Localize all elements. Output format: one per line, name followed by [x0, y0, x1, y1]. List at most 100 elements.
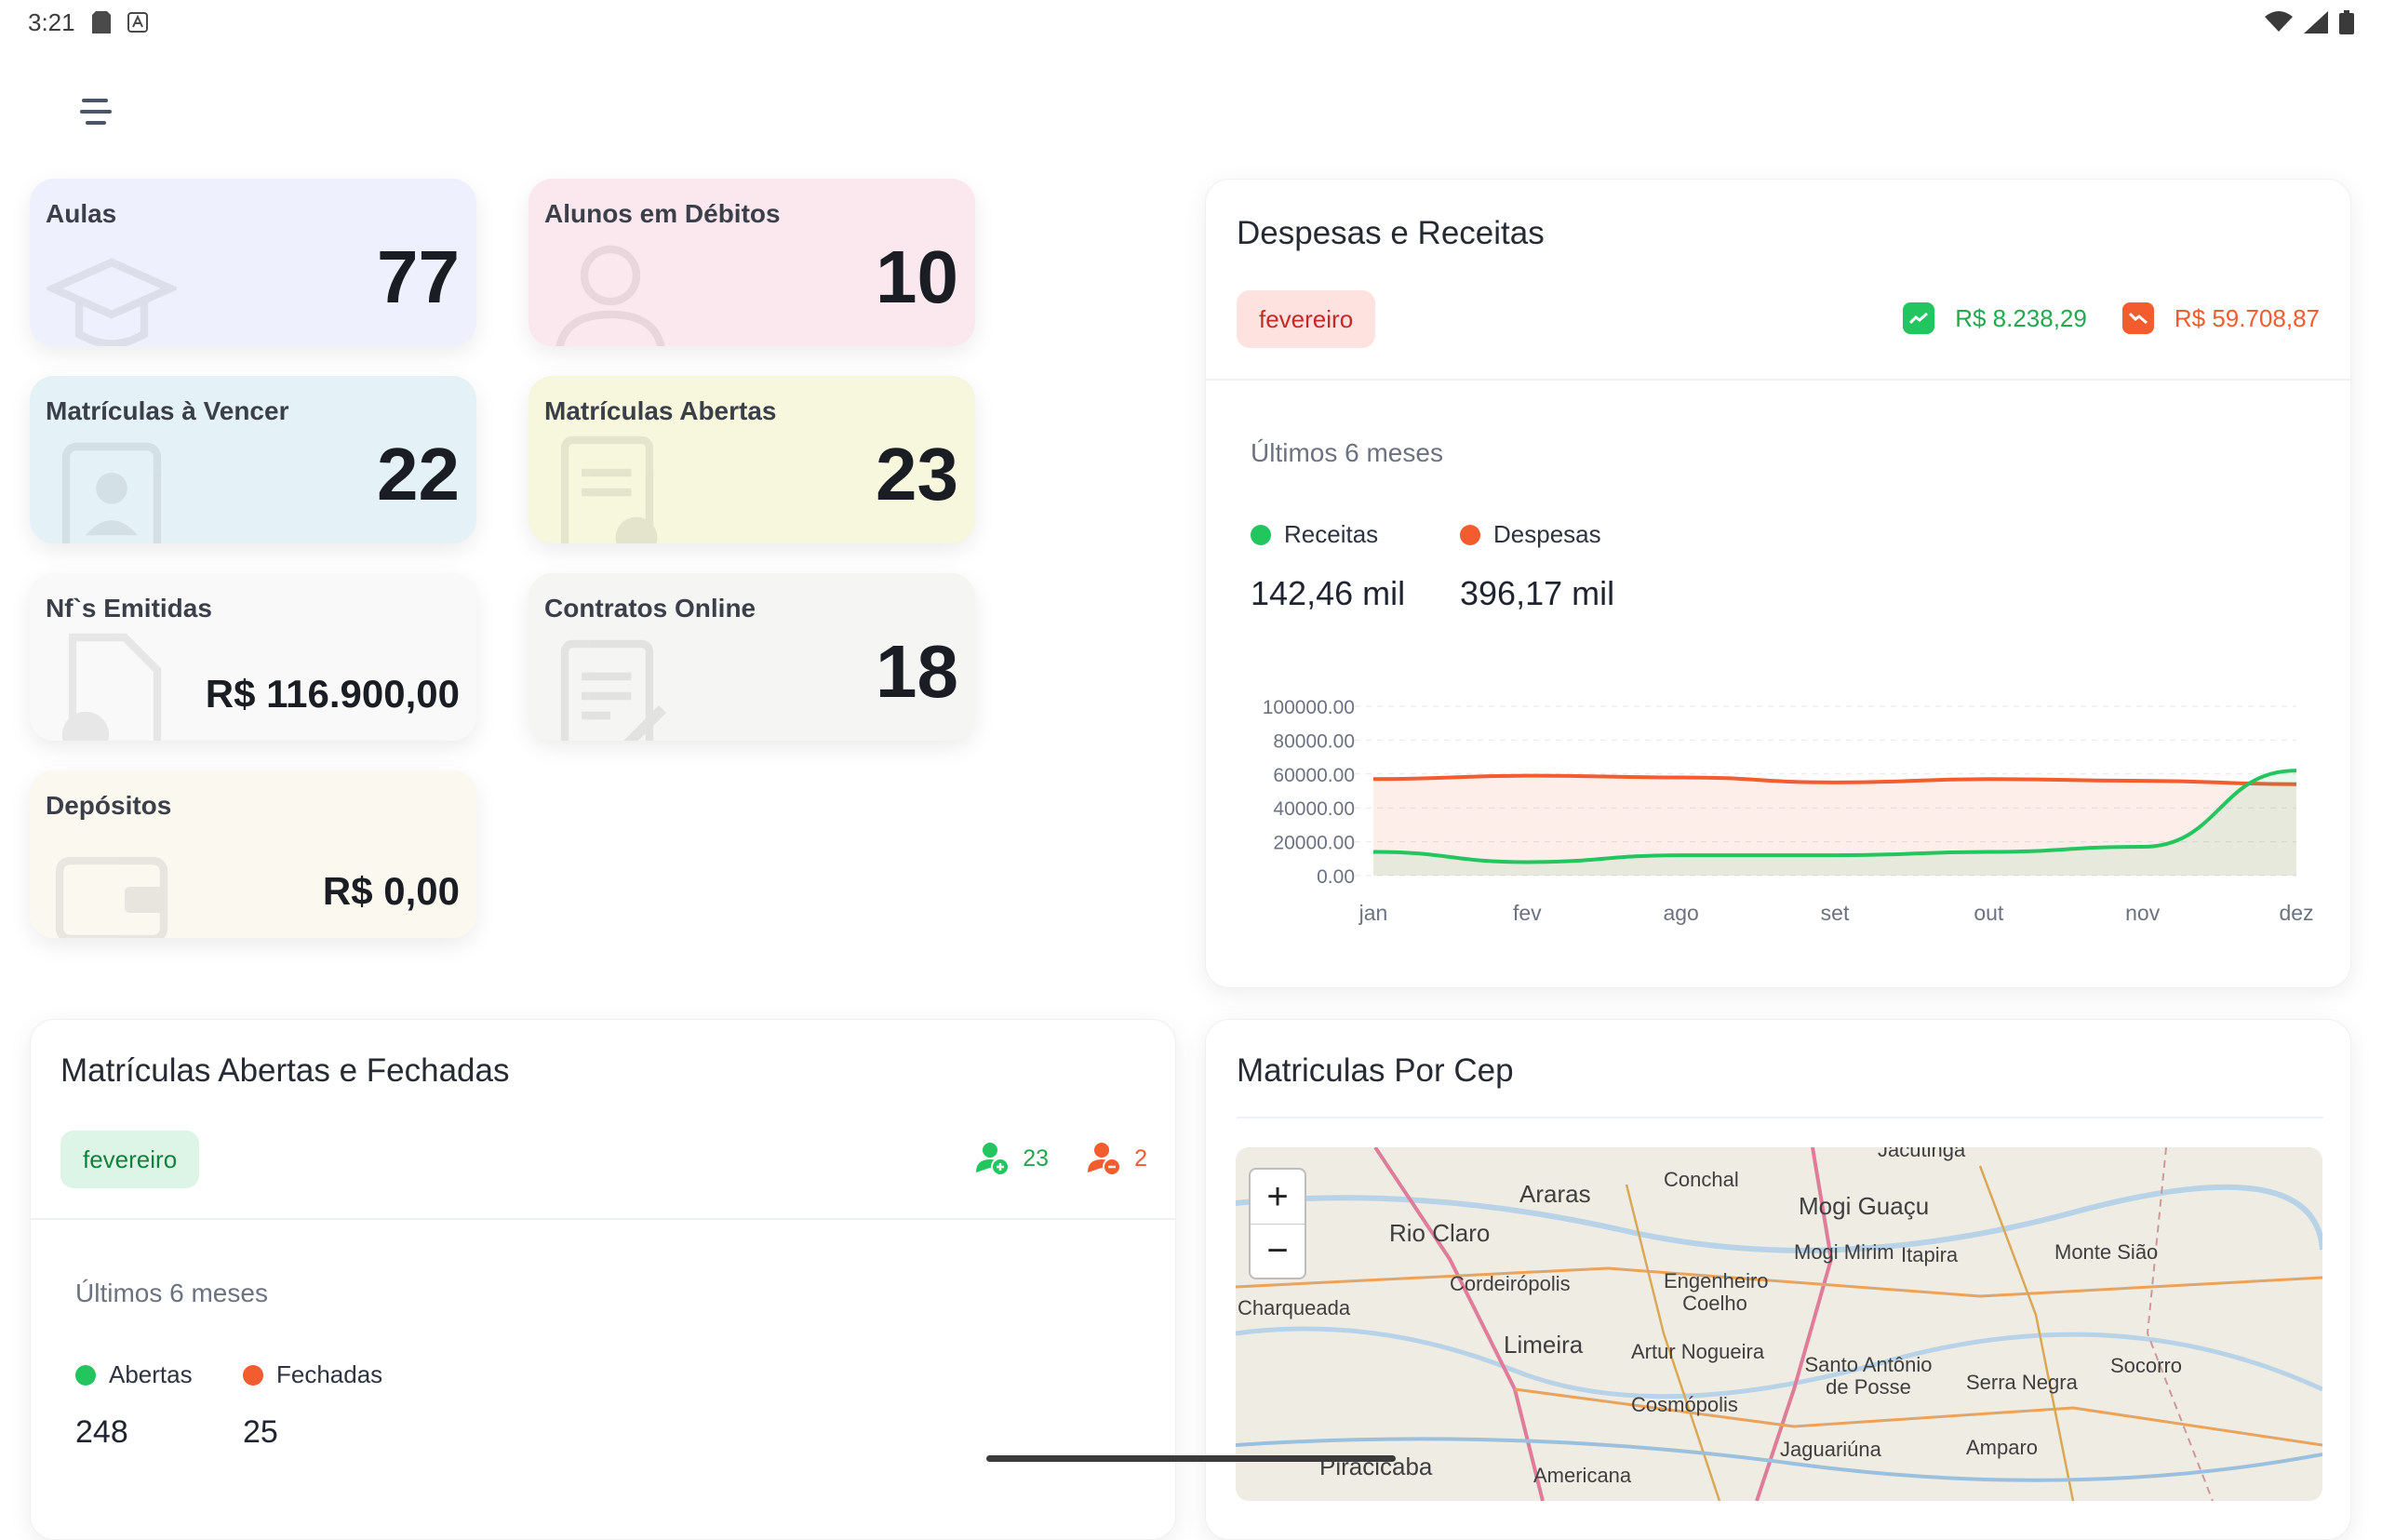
wallet-icon	[55, 856, 168, 938]
despesas-dot	[1460, 524, 1480, 545]
map-place-label: Americana	[1533, 1464, 1632, 1487]
document-add-icon	[560, 435, 658, 543]
enrollments-panel: Matrículas Abertas e Fechadas fevereiro …	[30, 1019, 1176, 1540]
menu-icon-line	[86, 121, 106, 125]
map-place-label: Rio Claro	[1389, 1219, 1491, 1247]
map-place-label: Mogi Guaçu	[1799, 1192, 1930, 1220]
zoom-in-button[interactable]: +	[1266, 1175, 1289, 1217]
x-tick-label: jan	[1358, 901, 1388, 925]
card-alunos-debitos[interactable]: Alunos em Débitos 10	[529, 179, 975, 346]
keyboard-a-icon	[127, 12, 148, 33]
card-nfs-emitidas[interactable]: Nf`s Emitidas R$ 116.900,00	[30, 573, 476, 741]
despesas-total: 396,17 mil	[1460, 574, 1615, 612]
receitas-dot	[1251, 524, 1271, 545]
despesa-value: R$ 59.708,87	[2174, 303, 2320, 332]
legend-despesas: Despesas	[1460, 520, 1601, 549]
panel-title: Despesas e Receitas	[1237, 215, 1545, 251]
card-title: Nf`s Emitidas	[46, 594, 212, 623]
enrollment-counts: 23 2	[976, 1141, 1147, 1176]
menu-button[interactable]	[76, 93, 117, 134]
card-title: Alunos em Débitos	[544, 199, 781, 228]
card-value: 77	[377, 235, 460, 318]
receita-value: R$ 8.238,29	[1955, 303, 2087, 332]
gesture-home-bar[interactable]	[986, 1455, 1396, 1462]
x-tick-label: fev	[1513, 901, 1542, 925]
invoice-icon	[61, 633, 162, 741]
map-place-label: Itapira	[1901, 1243, 1959, 1266]
wifi-icon	[2265, 11, 2293, 32]
menu-icon-line	[80, 110, 112, 114]
map-place-label: Araras	[1519, 1180, 1591, 1208]
card-value: 18	[876, 630, 958, 713]
map-place-label: Jacutinga	[1878, 1147, 1966, 1161]
y-tick-label: 100000.00	[1263, 697, 1355, 718]
cep-map[interactable]: Araras Conchal Mogi Guaçu Rio Claro Mogi…	[1236, 1147, 2322, 1501]
y-tick-label: 20000.00	[1273, 833, 1355, 854]
card-matriculas-abertas[interactable]: Matrículas Abertas 23	[529, 376, 975, 543]
zoom-out-button[interactable]: −	[1251, 1224, 1305, 1278]
finance-totals: R$ 8.238,29 R$ 59.708,87	[1903, 302, 2320, 334]
map-place-label: Conchal	[1664, 1168, 1739, 1191]
card-depositos[interactable]: Depósitos R$ 0,00	[30, 770, 476, 938]
map-place-label: Artur Nogueira	[1631, 1340, 1765, 1363]
y-tick-label: 40000.00	[1273, 798, 1355, 820]
status-time: 3:21	[28, 7, 75, 36]
card-value: R$ 116.900,00	[205, 672, 460, 716]
abertas-dot	[75, 1364, 96, 1386]
legend-label: Abertas	[109, 1360, 193, 1388]
abertas-total: 248	[75, 1414, 128, 1450]
map-roads	[1236, 1147, 2322, 1501]
signal-icon	[2304, 11, 2328, 33]
map-place-label: Engenheiro Coelho	[1664, 1269, 1769, 1315]
trend-down-icon	[2121, 302, 2154, 334]
fechadas-total: 25	[243, 1414, 278, 1450]
closed-count: 2	[1134, 1145, 1147, 1172]
contract-icon	[560, 639, 666, 741]
month-chip[interactable]: fevereiro	[1237, 290, 1376, 348]
card-value: 22	[377, 433, 460, 516]
map-zoom-control: + −	[1249, 1168, 1306, 1279]
id-card-icon	[61, 442, 162, 543]
graduation-cap-icon	[47, 258, 177, 346]
x-tick-label: out	[1974, 901, 2004, 925]
card-title: Aulas	[46, 199, 117, 228]
series-line-receitas	[1372, 769, 2297, 864]
card-title: Matrículas Abertas	[544, 396, 777, 425]
map-place-label: Limeira	[1504, 1331, 1584, 1359]
trend-up-icon	[1903, 302, 1935, 334]
card-value: 23	[876, 433, 958, 516]
finance-line-chart: 100000.00 80000.00 60000.00 40000.00 20000.0…	[1263, 697, 2314, 925]
open-count: 23	[1023, 1145, 1050, 1172]
status-bar: 3:21	[0, 0, 2382, 45]
fechadas-dot	[243, 1364, 263, 1386]
card-title: Matrículas à Vencer	[46, 396, 289, 425]
series-line-despesas	[1372, 773, 2297, 786]
legend-abertas: Abertas	[75, 1360, 193, 1389]
period-subtitle: Últimos 6 meses	[75, 1279, 268, 1307]
month-chip[interactable]: fevereiro	[60, 1131, 200, 1188]
x-tick-label: ago	[1663, 901, 1698, 925]
card-contratos-online[interactable]: Contratos Online 18	[529, 573, 975, 741]
user-icon	[555, 245, 665, 346]
receitas-total: 142,46 mil	[1251, 574, 1406, 612]
map-place-label: Amparo	[1966, 1436, 2039, 1459]
card-value: 10	[876, 235, 958, 318]
x-tick-label: dez	[2279, 901, 2313, 925]
card-matriculas-vencer[interactable]: Matrículas à Vencer 22	[30, 376, 476, 543]
y-tick-label: 60000.00	[1273, 765, 1355, 786]
card-aulas[interactable]: Aulas 77	[30, 179, 476, 346]
card-title: Depósitos	[46, 791, 172, 820]
user-remove-icon	[1088, 1143, 1122, 1176]
map-place-label: Jaguariúna	[1780, 1438, 1881, 1461]
divider	[1206, 379, 2350, 381]
x-tick-label: nov	[2125, 901, 2161, 925]
map-place-label: Cosmópolis	[1631, 1393, 1738, 1416]
legend-receitas: Receitas	[1251, 520, 1378, 549]
panel-title: Matriculas Por Cep	[1237, 1052, 1514, 1089]
finance-panel: Despesas e Receitas fevereiro R$ 8.238,2…	[1205, 179, 2351, 988]
y-tick-label: 80000.00	[1273, 730, 1355, 752]
map-place-label: Socorro	[2110, 1354, 2183, 1377]
battery-icon	[2339, 10, 2354, 34]
legend-label: Despesas	[1493, 520, 1601, 548]
divider	[31, 1218, 1175, 1220]
